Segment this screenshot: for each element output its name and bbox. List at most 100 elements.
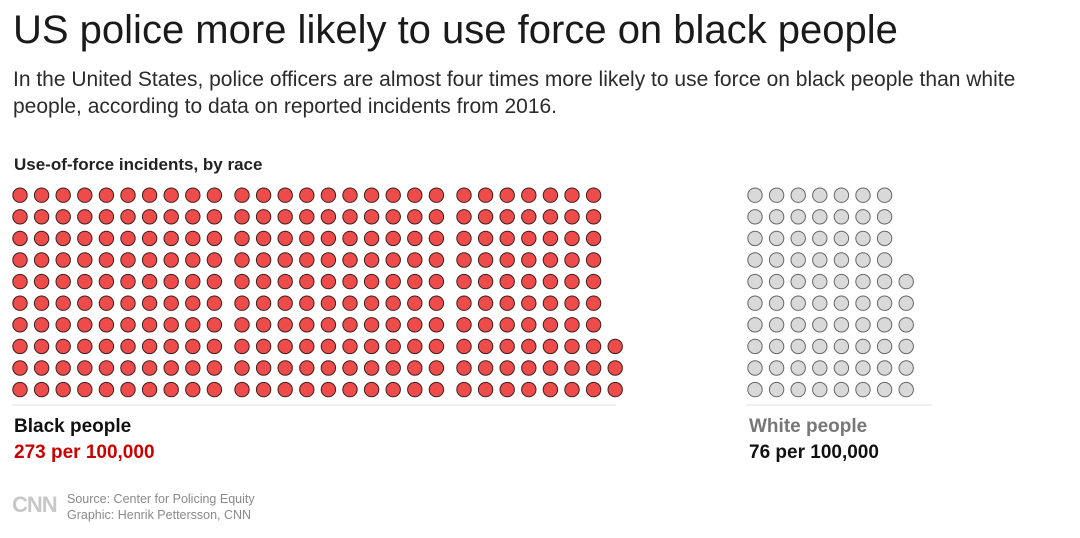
black-dot: [342, 230, 358, 247]
black-dot: [120, 338, 136, 355]
black-dot: [163, 317, 179, 333]
black-dot: [55, 187, 71, 203]
black-dot: [277, 295, 293, 311]
white-dot: [833, 295, 850, 311]
black-dot: [428, 273, 445, 290]
black-dot: [277, 360, 293, 376]
black-dot: [320, 273, 337, 290]
black-dot: [255, 360, 272, 376]
black-dot: [55, 338, 71, 355]
white-dot: [812, 230, 828, 247]
black-dot: [98, 295, 115, 311]
black-dot: [521, 317, 537, 333]
black-dot: [585, 381, 602, 398]
black-dot: [12, 187, 28, 203]
black-dot: [77, 187, 93, 203]
black-dot: [77, 252, 93, 268]
white-dot: [768, 381, 785, 398]
black-dot: [98, 381, 115, 398]
white-dot: [768, 187, 785, 203]
black-dot: [342, 381, 358, 398]
white-dot: [747, 381, 763, 398]
black-dot: [477, 381, 494, 398]
black-dot: [12, 381, 28, 398]
black-dot: [385, 381, 401, 398]
black-dot: [234, 360, 250, 376]
black-dot: [33, 209, 50, 225]
black-dot: [33, 273, 50, 290]
credits: Source: Center for Policing Equity Graph…: [67, 491, 255, 523]
black-dot: [12, 252, 28, 268]
black-dot: [277, 187, 293, 203]
white-dot: [876, 273, 893, 290]
white-dot: [747, 252, 763, 268]
black-dot: [477, 273, 494, 290]
black-dot: [185, 209, 201, 225]
black-dot: [141, 360, 158, 376]
white-dot: [876, 381, 893, 398]
white-dot: [898, 273, 914, 290]
black-dot: [521, 187, 537, 203]
black-dot: [299, 360, 315, 376]
black-dot: [77, 360, 93, 376]
black-dot: [564, 317, 580, 333]
white-dot: [855, 338, 871, 355]
black-dot: [342, 273, 358, 290]
black-dot: [477, 317, 494, 333]
black-dot: [407, 187, 423, 203]
black-dot: [234, 209, 250, 225]
black-dot: [77, 317, 93, 333]
black-dot: [255, 209, 272, 225]
black-dot: [521, 295, 537, 311]
black-dot: [542, 317, 559, 333]
black-dot: [141, 338, 158, 355]
black-dot: [385, 317, 401, 333]
white-dot: [876, 338, 893, 355]
black-dot: [77, 381, 93, 398]
black-dot: [428, 381, 445, 398]
black-dot: [120, 230, 136, 247]
white-dot: [747, 338, 763, 355]
black-dot: [456, 338, 472, 355]
white-dot: [790, 252, 806, 268]
black-dot: [234, 317, 250, 333]
black-dot: [206, 187, 223, 203]
black-dot: [255, 273, 272, 290]
black-dot: [163, 252, 179, 268]
white-dot: [855, 317, 871, 333]
black-dot: [141, 252, 158, 268]
black-dot: [33, 338, 50, 355]
white-dot: [812, 209, 828, 225]
black-dot: [12, 295, 28, 311]
white-dot: [812, 338, 828, 355]
black-dot: [77, 230, 93, 247]
white-dot: [855, 252, 871, 268]
black-dot: [407, 295, 423, 311]
black-dot: [33, 230, 50, 247]
black-dot: [206, 273, 223, 290]
black-group-name: Black people: [14, 416, 132, 437]
black-dot: [407, 338, 423, 355]
black-dot: [385, 338, 401, 355]
black-dot: [477, 295, 494, 311]
black-dot: [55, 381, 71, 398]
black-dot: [163, 381, 179, 398]
black-dot: [407, 360, 423, 376]
black-dot: [299, 317, 315, 333]
black-dot: [564, 252, 580, 268]
black-dot: [163, 338, 179, 355]
white-dot: [898, 338, 914, 355]
white-dot: [790, 338, 806, 355]
graphic-credit: Graphic: Henrik Pettersson, CNN: [67, 508, 252, 522]
black-dot: [499, 187, 515, 203]
section-label: Use-of-force incidents, by race: [14, 155, 263, 174]
white-dot: [812, 317, 828, 333]
black-dot: [428, 360, 445, 376]
white-dot: [768, 317, 785, 333]
black-dot: [55, 360, 71, 376]
black-dot: [542, 187, 559, 203]
white-dot: [790, 273, 806, 290]
black-dot: [407, 209, 423, 225]
black-dot: [585, 230, 602, 247]
white-dot: [747, 187, 763, 203]
